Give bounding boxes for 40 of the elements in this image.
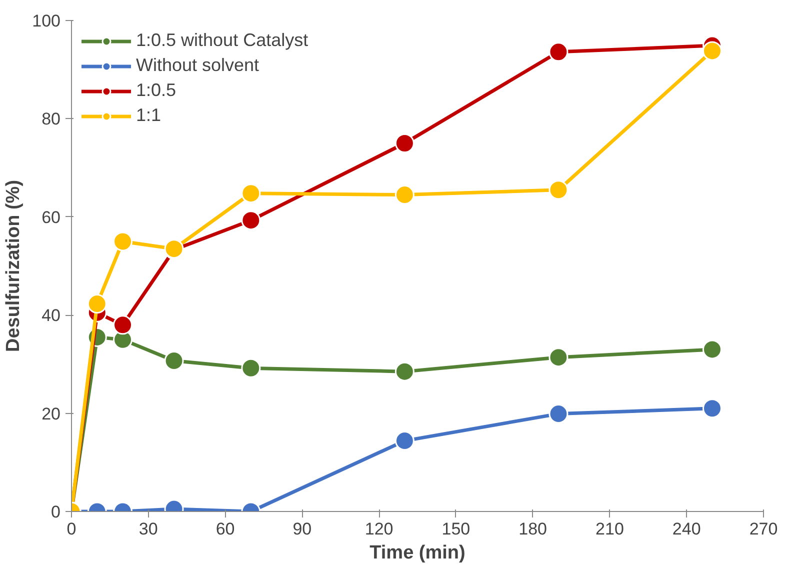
x-tick-label: 210 bbox=[596, 520, 624, 538]
point bbox=[164, 351, 184, 370]
y-tick-label: 40 bbox=[42, 306, 61, 326]
x-tick-label: 30 bbox=[138, 520, 158, 538]
point bbox=[241, 358, 261, 378]
point bbox=[394, 134, 414, 153]
legend-label: 1:0.5 bbox=[136, 80, 176, 101]
x-tick-label: 0 bbox=[66, 520, 76, 538]
x-tick-label: 150 bbox=[442, 520, 470, 538]
point bbox=[394, 362, 414, 382]
x-tick-label: 120 bbox=[364, 520, 394, 538]
point bbox=[548, 348, 568, 368]
y-tick-label: 60 bbox=[42, 208, 61, 227]
x-tick-label: 240 bbox=[672, 520, 701, 538]
point bbox=[548, 42, 568, 62]
point bbox=[241, 184, 261, 204]
y-tick-label: 0 bbox=[51, 502, 61, 522]
y-axis-title: Desulfurization (%) bbox=[3, 180, 24, 352]
point bbox=[394, 185, 414, 205]
point bbox=[394, 431, 414, 451]
y-tick-label: 100 bbox=[32, 12, 61, 30]
point bbox=[548, 180, 568, 200]
y-tick-label: 20 bbox=[42, 404, 61, 424]
point bbox=[702, 340, 722, 360]
point bbox=[241, 210, 261, 230]
legend-label: 1:0.5 without Catalyst bbox=[136, 30, 308, 51]
x-tick-label: 60 bbox=[216, 520, 235, 538]
point bbox=[113, 232, 133, 252]
point bbox=[87, 294, 107, 314]
point bbox=[548, 404, 568, 424]
x-tick-label: 270 bbox=[749, 520, 778, 538]
point bbox=[702, 41, 722, 61]
x-tick-label: 90 bbox=[292, 520, 312, 538]
point bbox=[113, 315, 133, 335]
point bbox=[702, 398, 722, 418]
legend-label: 1:1 bbox=[136, 105, 162, 126]
legend-label: Without solvent bbox=[136, 55, 260, 76]
x-tick-label: 180 bbox=[518, 520, 548, 538]
x-axis-title: Time (min) bbox=[370, 542, 466, 564]
y-tick-label: 80 bbox=[42, 110, 61, 129]
